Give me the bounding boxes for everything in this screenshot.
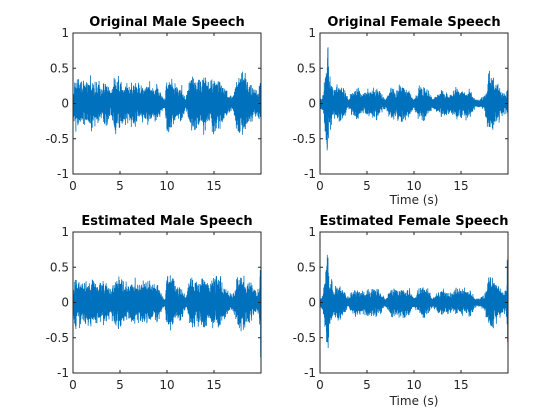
waveform-series xyxy=(72,261,262,358)
y-tick-label: 0.5 xyxy=(297,260,316,274)
x-tick-label: 5 xyxy=(363,378,371,392)
x-tick-label: 15 xyxy=(453,378,468,392)
y-tick-label: -0.5 xyxy=(293,331,316,345)
x-tick-label: 15 xyxy=(206,179,221,193)
plot-title: Estimated Female Speech xyxy=(319,214,508,229)
x-tick-label: 5 xyxy=(116,378,124,392)
waveform-group xyxy=(319,47,509,151)
subplot-estimated-female: Estimated Female Speech 0 5 10 15 1 0.5 0 -0.5 -… xyxy=(293,214,509,408)
waveform-group xyxy=(72,261,262,358)
tick-group: 0 5 10 15 1 0.5 0 -0.5 -1 xyxy=(293,26,508,193)
x-tick-label: 5 xyxy=(363,179,371,193)
x-tick-label: 10 xyxy=(159,378,174,392)
waveform-series xyxy=(319,254,509,349)
y-tick-label: -1 xyxy=(57,167,69,181)
y-tick-label: 0.5 xyxy=(50,260,69,274)
y-tick-label: -1 xyxy=(304,366,316,380)
x-tick-label: 10 xyxy=(406,378,421,392)
y-tick-label: 0.5 xyxy=(50,61,69,75)
x-axis-label: Time (s) xyxy=(389,394,439,408)
y-tick-label: 0 xyxy=(61,296,69,310)
x-axis-label: Time (s) xyxy=(389,193,439,207)
y-tick-label: -1 xyxy=(304,167,316,181)
plot-title: Estimated Male Speech xyxy=(81,214,252,229)
tick-group: 0 5 10 15 1 0.5 0 -0.5 -1 xyxy=(46,26,261,193)
x-tick-label: 10 xyxy=(406,179,421,193)
waveform-series xyxy=(72,71,262,135)
y-tick-label: 0 xyxy=(61,97,69,111)
y-tick-label: 1 xyxy=(61,225,69,239)
tick-group: 0 5 10 15 1 0.5 0 -0.5 -1 xyxy=(46,225,261,392)
subplot-estimated-male: Estimated Male Speech 0 5 10 15 1 0.5 0 -0.5 -1 xyxy=(46,214,262,392)
x-tick-label: 5 xyxy=(116,179,124,193)
y-tick-label: 0 xyxy=(308,296,316,310)
y-tick-label: 1 xyxy=(61,26,69,40)
x-tick-label: 15 xyxy=(453,179,468,193)
y-tick-label: 1 xyxy=(308,26,316,40)
y-tick-label: 1 xyxy=(308,225,316,239)
subplot-original-female: Original Female Speech 0 5 10 15 1 0.5 0 -0.5 -1… xyxy=(293,15,509,207)
x-tick-label: 0 xyxy=(69,378,77,392)
waveform-group xyxy=(72,71,262,135)
y-tick-label: -0.5 xyxy=(46,331,69,345)
y-tick-label: -1 xyxy=(57,366,69,380)
x-tick-label: 10 xyxy=(159,179,174,193)
tick-group: 0 5 10 15 1 0.5 0 -0.5 -1 xyxy=(293,225,508,392)
y-tick-label: 0 xyxy=(308,97,316,111)
y-tick-label: -0.5 xyxy=(293,132,316,146)
x-tick-label: 15 xyxy=(206,378,221,392)
plot-title: Original Female Speech xyxy=(327,15,500,30)
y-tick-label: -0.5 xyxy=(46,132,69,146)
waveform-group xyxy=(319,254,509,349)
waveform-series xyxy=(319,47,509,151)
x-tick-label: 0 xyxy=(69,179,77,193)
x-tick-label: 0 xyxy=(316,179,324,193)
subplot-original-male: Original Male Speech 0 5 10 15 1 0.5 0 -0.5 -1 xyxy=(46,15,262,193)
plot-title: Original Male Speech xyxy=(89,15,244,30)
x-tick-label: 0 xyxy=(316,378,324,392)
y-tick-label: 0.5 xyxy=(297,61,316,75)
